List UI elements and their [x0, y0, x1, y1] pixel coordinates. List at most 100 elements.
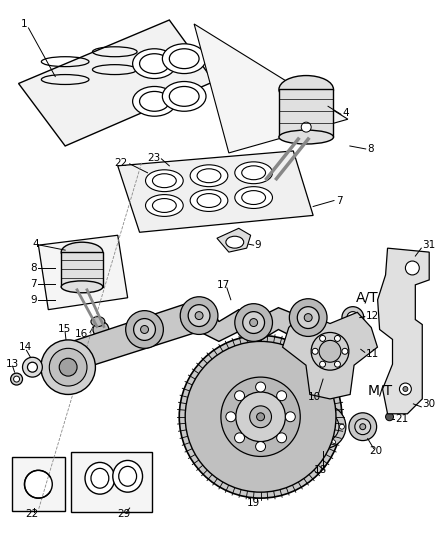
Ellipse shape	[119, 466, 137, 486]
Ellipse shape	[145, 170, 183, 191]
Ellipse shape	[350, 340, 362, 351]
Text: 30: 30	[422, 399, 435, 409]
Text: 14: 14	[18, 342, 32, 352]
Text: 20: 20	[370, 446, 383, 456]
Ellipse shape	[331, 409, 336, 414]
Text: 23: 23	[148, 153, 161, 163]
Ellipse shape	[190, 165, 228, 187]
Ellipse shape	[304, 313, 312, 321]
Text: 7: 7	[31, 279, 37, 289]
Text: 22: 22	[114, 158, 127, 168]
Ellipse shape	[180, 297, 218, 334]
Ellipse shape	[256, 441, 265, 451]
Text: 4: 4	[32, 239, 39, 249]
Ellipse shape	[59, 358, 77, 376]
Ellipse shape	[351, 316, 355, 320]
Ellipse shape	[170, 49, 199, 69]
Ellipse shape	[235, 162, 272, 184]
Polygon shape	[217, 228, 251, 252]
Text: 29: 29	[118, 509, 131, 519]
Polygon shape	[48, 298, 318, 374]
Ellipse shape	[226, 412, 236, 422]
Ellipse shape	[355, 419, 371, 434]
Ellipse shape	[185, 342, 336, 492]
Ellipse shape	[250, 406, 272, 427]
Ellipse shape	[133, 49, 176, 78]
Ellipse shape	[141, 326, 148, 334]
Ellipse shape	[318, 421, 330, 433]
Ellipse shape	[197, 169, 221, 183]
Ellipse shape	[286, 412, 295, 422]
Ellipse shape	[145, 195, 183, 216]
Ellipse shape	[162, 82, 206, 111]
Ellipse shape	[152, 174, 176, 188]
Text: 17: 17	[217, 280, 230, 290]
Polygon shape	[61, 252, 103, 287]
Ellipse shape	[279, 130, 333, 144]
Ellipse shape	[235, 187, 272, 208]
Ellipse shape	[235, 391, 244, 401]
Text: 9: 9	[254, 240, 261, 250]
Ellipse shape	[304, 424, 309, 429]
Ellipse shape	[320, 335, 325, 342]
Ellipse shape	[61, 242, 103, 262]
Ellipse shape	[290, 298, 327, 336]
Ellipse shape	[385, 413, 393, 421]
Polygon shape	[39, 235, 127, 310]
Ellipse shape	[91, 469, 109, 488]
Ellipse shape	[11, 373, 22, 385]
Ellipse shape	[134, 319, 155, 341]
Ellipse shape	[406, 261, 419, 275]
Ellipse shape	[235, 304, 272, 342]
Text: 4: 4	[343, 108, 350, 118]
Text: 9: 9	[31, 295, 37, 305]
Ellipse shape	[342, 306, 364, 328]
Polygon shape	[18, 20, 214, 146]
Ellipse shape	[403, 386, 408, 391]
Ellipse shape	[152, 199, 176, 213]
FancyBboxPatch shape	[11, 457, 65, 511]
Ellipse shape	[261, 172, 279, 190]
Ellipse shape	[243, 312, 265, 334]
Text: 21: 21	[396, 414, 409, 424]
Ellipse shape	[197, 193, 221, 207]
Ellipse shape	[309, 412, 339, 441]
Ellipse shape	[277, 391, 286, 401]
Ellipse shape	[256, 382, 265, 392]
Text: A/T: A/T	[356, 290, 378, 305]
Text: 12: 12	[366, 311, 379, 321]
Text: 31: 31	[422, 240, 435, 250]
Ellipse shape	[226, 236, 244, 248]
Ellipse shape	[311, 333, 349, 370]
Ellipse shape	[319, 341, 341, 362]
Ellipse shape	[313, 409, 318, 414]
Text: 7: 7	[336, 196, 343, 206]
Text: 8: 8	[31, 263, 37, 273]
Ellipse shape	[126, 311, 163, 349]
Ellipse shape	[242, 191, 265, 205]
Text: 8: 8	[368, 144, 374, 154]
Ellipse shape	[313, 440, 318, 445]
Ellipse shape	[140, 92, 170, 111]
Ellipse shape	[85, 463, 115, 494]
Ellipse shape	[297, 306, 319, 328]
Ellipse shape	[302, 405, 346, 448]
Polygon shape	[378, 248, 429, 414]
Ellipse shape	[49, 349, 87, 386]
Text: 19: 19	[247, 498, 260, 508]
Ellipse shape	[162, 44, 206, 74]
Ellipse shape	[339, 424, 344, 429]
Ellipse shape	[22, 357, 42, 377]
Polygon shape	[118, 151, 313, 232]
Ellipse shape	[25, 470, 52, 498]
Ellipse shape	[235, 433, 244, 443]
Polygon shape	[279, 90, 333, 137]
Text: 10: 10	[308, 392, 321, 402]
Text: 22: 22	[25, 509, 39, 519]
Text: 11: 11	[366, 349, 379, 359]
Ellipse shape	[257, 413, 265, 421]
Ellipse shape	[331, 440, 336, 445]
Ellipse shape	[399, 383, 411, 395]
Text: 18: 18	[314, 465, 327, 475]
Ellipse shape	[236, 392, 286, 441]
